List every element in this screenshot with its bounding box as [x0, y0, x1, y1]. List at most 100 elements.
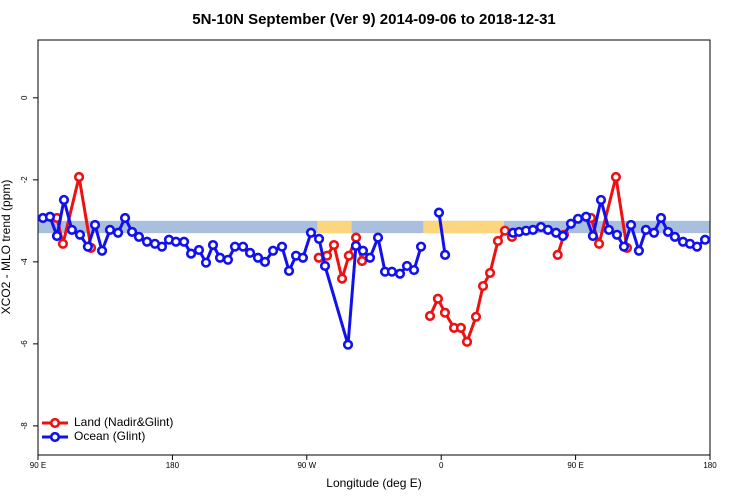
- data-point: [82, 241, 93, 252]
- legend-marker: [49, 417, 61, 429]
- data-point: [484, 267, 496, 279]
- data-point: [477, 280, 489, 292]
- data-point: [51, 230, 63, 242]
- legend-label: Ocean (Glint): [74, 429, 145, 443]
- data-point: [283, 265, 295, 276]
- x-tick-label: 90 E: [30, 461, 46, 470]
- series: [51, 171, 633, 347]
- data-point: [336, 273, 348, 284]
- data-point: [96, 245, 108, 256]
- legend-label: Land (Nadir&Glint): [74, 415, 173, 429]
- legend-marker: [49, 431, 61, 443]
- data-point: [343, 250, 355, 261]
- data-point: [625, 219, 637, 231]
- data-point: [126, 226, 138, 238]
- data-point: [170, 236, 182, 247]
- data-point: [408, 264, 420, 276]
- data-point: [691, 241, 703, 252]
- data-point: [648, 227, 660, 238]
- data-point: [433, 207, 445, 218]
- data-point: [328, 239, 340, 251]
- data-point: [133, 231, 145, 242]
- y-axis-label: XCO2 - MLO trend (ppm): [0, 180, 13, 315]
- data-point: [542, 224, 554, 235]
- data-point: [572, 213, 584, 224]
- data-point: [552, 249, 563, 260]
- data-point: [587, 230, 599, 242]
- data-point: [527, 224, 539, 235]
- data-point: [44, 211, 56, 222]
- data-point: [439, 307, 451, 318]
- data-point: [492, 235, 504, 247]
- data-point: [461, 336, 473, 347]
- data-point: [73, 171, 85, 183]
- data-point: [350, 240, 362, 251]
- data-point: [415, 241, 427, 252]
- data-point: [305, 227, 317, 238]
- y-tick-label: -8: [20, 422, 29, 430]
- data-point: [593, 238, 605, 249]
- data-point: [319, 260, 331, 272]
- data-point: [276, 241, 288, 252]
- data-point: [252, 252, 264, 263]
- data-point: [455, 322, 467, 333]
- plot-frame: [37, 39, 711, 456]
- data-point: [342, 339, 354, 350]
- x-tick-label: 180: [703, 461, 717, 470]
- data-point: [699, 234, 711, 245]
- data-point: [557, 230, 569, 242]
- data-point: [104, 224, 116, 235]
- data-point: [610, 171, 622, 183]
- data-point: [267, 245, 279, 256]
- data-point: [222, 254, 234, 265]
- data-point: [297, 252, 309, 263]
- data-point: [244, 247, 256, 258]
- data-point: [386, 266, 398, 277]
- data-point: [394, 268, 406, 279]
- data-point: [66, 224, 77, 235]
- x-axis-label: Longitude (deg E): [326, 476, 421, 490]
- data-point: [640, 224, 652, 235]
- data-point: [432, 293, 444, 304]
- data-point: [580, 211, 592, 222]
- x-tick-label: 180: [166, 461, 180, 470]
- data-point: [57, 238, 69, 249]
- data-point: [633, 245, 645, 256]
- data-point: [207, 239, 219, 251]
- data-point: [439, 249, 451, 260]
- data-point: [401, 260, 413, 272]
- data-point: [595, 194, 607, 206]
- data-point: [357, 245, 369, 256]
- data-point: [156, 241, 168, 252]
- y-tick-label: -2: [20, 176, 29, 184]
- data-point: [356, 255, 368, 267]
- data-point: [141, 236, 153, 247]
- data-point: [499, 225, 511, 236]
- data-point: [350, 232, 362, 243]
- y-tick-label: -6: [20, 340, 29, 348]
- data-point: [662, 226, 674, 238]
- data-point: [112, 227, 124, 238]
- data-point: [229, 241, 241, 252]
- data-point: [470, 311, 482, 322]
- y-tick-label: -4: [20, 258, 29, 266]
- data-point: [611, 229, 623, 240]
- data-point: [669, 231, 681, 242]
- data-point: [618, 241, 630, 252]
- data-point: [200, 257, 212, 268]
- x-tick-label: 90 W: [297, 461, 316, 470]
- highlight: [423, 220, 504, 234]
- x-tick-label: 0: [439, 461, 444, 470]
- data-point: [185, 248, 197, 259]
- data-point: [424, 310, 436, 322]
- data-point: [89, 219, 101, 231]
- data-point: [313, 233, 325, 244]
- data-point: [178, 236, 190, 247]
- data-point: [259, 256, 271, 267]
- data-point: [364, 252, 376, 263]
- data-point: [372, 232, 384, 243]
- data-point: [603, 224, 615, 235]
- data-point: [237, 241, 249, 252]
- x-tick-label: 90 E: [567, 461, 583, 470]
